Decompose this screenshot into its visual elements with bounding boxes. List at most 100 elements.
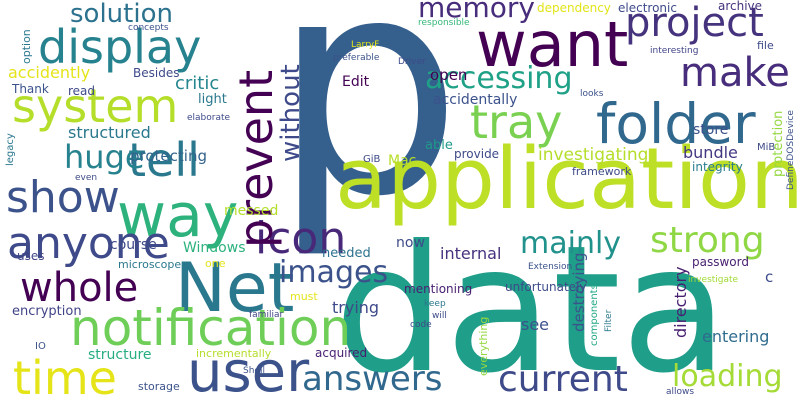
word-icon: icon bbox=[255, 213, 347, 264]
word-everything: everything bbox=[477, 316, 490, 376]
word-now: now bbox=[396, 235, 425, 251]
word-protecting: protecting bbox=[130, 147, 207, 165]
word-one: one bbox=[205, 257, 226, 270]
word-mentioning: mentioning bbox=[404, 282, 473, 296]
word-mainly: mainly bbox=[520, 226, 622, 261]
word-huge: huge bbox=[64, 138, 145, 176]
word-course: course bbox=[110, 237, 157, 253]
word-c: c bbox=[765, 268, 774, 286]
word-must: must bbox=[290, 290, 318, 303]
word-allows: allows bbox=[666, 387, 695, 397]
word-Windows: Windows bbox=[183, 240, 246, 256]
word-tray: tray bbox=[470, 95, 563, 149]
word-Edit: Edit bbox=[342, 74, 370, 90]
word-LarryF: LarryF bbox=[351, 40, 380, 50]
word-tell: tell bbox=[128, 133, 200, 187]
word-archive: archive bbox=[718, 0, 763, 13]
word-legacy: legacy bbox=[5, 133, 16, 166]
word-light: light bbox=[198, 92, 227, 107]
word-MiB: MiB bbox=[757, 142, 776, 153]
word-concepts: concepts bbox=[128, 23, 169, 33]
word-p: p bbox=[272, 0, 463, 262]
word-application: application bbox=[335, 130, 800, 229]
word-encryption: encryption bbox=[12, 304, 82, 319]
word-Net: Net bbox=[175, 249, 295, 328]
word-want: want bbox=[476, 8, 629, 81]
word-notification: notification bbox=[70, 299, 352, 357]
word-structure: structure bbox=[88, 347, 152, 363]
word-see: see bbox=[521, 315, 550, 334]
word-memory: memory bbox=[418, 0, 535, 24]
word-accessing: accessing bbox=[425, 61, 573, 96]
word-responsible: responsible bbox=[418, 18, 470, 28]
word-investigate: investigate bbox=[688, 275, 739, 285]
word-open: open bbox=[430, 66, 468, 84]
word-Thank: Thank bbox=[12, 82, 49, 96]
word-Besides: Besides bbox=[133, 66, 180, 80]
word-prevent: prevent bbox=[229, 69, 283, 248]
word-current: current bbox=[498, 359, 628, 400]
word-strong: strong bbox=[650, 220, 765, 261]
word-provide: provide bbox=[454, 147, 500, 161]
word-looks: looks bbox=[580, 89, 604, 99]
word-images: images bbox=[279, 255, 389, 290]
word-store: store bbox=[693, 122, 729, 138]
word-components: components bbox=[589, 284, 600, 346]
word-will: will bbox=[432, 311, 447, 321]
word-option: option bbox=[20, 29, 33, 64]
word-storage: storage bbox=[138, 380, 180, 393]
word-project: project bbox=[625, 0, 764, 46]
word-microscope: microscope bbox=[118, 258, 182, 271]
word-acquired: acquired bbox=[315, 346, 368, 360]
word-way: way bbox=[117, 181, 239, 251]
word-needed: needed bbox=[322, 246, 371, 261]
word-system: system bbox=[12, 79, 179, 133]
word-accidentally: accidentally bbox=[433, 92, 518, 108]
word-Shell: Shell bbox=[243, 366, 265, 376]
word-GiB: GiB bbox=[363, 154, 381, 165]
word-uses: uses bbox=[17, 249, 45, 263]
word-even: even bbox=[75, 173, 98, 183]
word-Extension: Extension bbox=[528, 262, 573, 272]
word-read: read bbox=[68, 84, 96, 98]
word-password: password bbox=[692, 255, 749, 269]
word-display: display bbox=[38, 20, 202, 74]
word-time: time bbox=[13, 351, 117, 400]
word-able: able bbox=[425, 138, 453, 153]
word-DefineDOSDevice: DefineDOSDevice bbox=[786, 110, 796, 190]
word-dependency: dependency bbox=[537, 1, 611, 15]
word-trying: trying bbox=[332, 298, 380, 317]
word-user: user bbox=[187, 340, 310, 400]
word-folder: folder bbox=[596, 92, 756, 156]
word-integrity: integrity bbox=[692, 160, 743, 174]
word-Driver: Driver bbox=[398, 57, 426, 67]
word-unfortunately: unfortunately bbox=[505, 280, 587, 294]
word-solution: solution bbox=[70, 0, 173, 29]
word-directory: directory bbox=[671, 266, 690, 338]
word-Filter: Filter bbox=[604, 309, 614, 332]
word-framework: framework bbox=[572, 165, 632, 178]
word-bundle: bundle bbox=[683, 143, 738, 162]
word-Mac: Mac bbox=[388, 153, 417, 169]
word-familiar: familiar bbox=[249, 310, 284, 320]
word-IO: IO bbox=[35, 341, 46, 352]
word-interesting: interesting bbox=[650, 46, 699, 56]
word-data: data bbox=[334, 209, 729, 400]
word-whole: whole bbox=[20, 265, 139, 311]
word-answers: answers bbox=[302, 359, 443, 399]
word-electronic: electronic bbox=[618, 1, 677, 15]
word-elaborate: elaborate bbox=[187, 113, 231, 123]
word-file: file bbox=[757, 39, 774, 52]
word-show: show bbox=[6, 172, 120, 223]
word-internal: internal bbox=[440, 244, 502, 263]
word-entering: entering bbox=[702, 327, 770, 346]
word-anyone: anyone bbox=[7, 218, 170, 269]
word-code: code bbox=[410, 320, 432, 330]
word-make: make bbox=[680, 50, 790, 96]
word-accidently: accidently bbox=[8, 63, 91, 82]
word-loading: loading bbox=[672, 359, 783, 394]
word-messed: messed bbox=[224, 203, 279, 219]
word-structured: structured bbox=[68, 123, 151, 142]
word-incrementally: incrementally bbox=[196, 347, 272, 360]
